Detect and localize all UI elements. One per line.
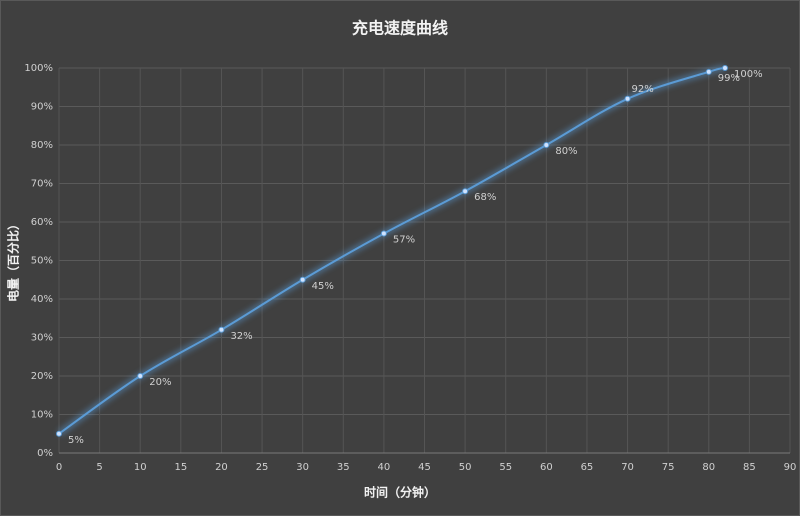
x-tick-label: 25 bbox=[256, 462, 269, 473]
x-tick-label: 20 bbox=[215, 462, 228, 473]
x-tick-label: 80 bbox=[702, 462, 715, 473]
data-label: 20% bbox=[149, 377, 171, 388]
data-label: 68% bbox=[474, 192, 496, 203]
y-tick-label: 60% bbox=[31, 217, 53, 228]
y-tick-label: 100% bbox=[24, 63, 53, 74]
data-point bbox=[543, 142, 550, 148]
data-point bbox=[380, 230, 387, 237]
data-point bbox=[56, 430, 62, 437]
line bbox=[58, 67, 726, 435]
x-tick-label: 65 bbox=[581, 462, 594, 473]
data-label: 5% bbox=[68, 435, 84, 446]
data-point bbox=[705, 68, 712, 75]
x-tick-label: 50 bbox=[459, 462, 472, 473]
data-point bbox=[137, 373, 144, 379]
data-point bbox=[218, 326, 225, 333]
data-label: 99% bbox=[718, 73, 740, 84]
x-tick-label: 0 bbox=[56, 462, 62, 473]
x-tick-label: 55 bbox=[499, 462, 512, 473]
data-label: 100% bbox=[734, 69, 763, 80]
data-point bbox=[722, 65, 729, 71]
y-tick-label: 90% bbox=[31, 102, 53, 113]
x-axis-title: 时间（分钟） bbox=[364, 485, 436, 500]
y-axis-title: 电量（百分比） bbox=[6, 218, 21, 302]
y-tick-label: 10% bbox=[31, 410, 53, 421]
x-tick-label: 60 bbox=[540, 462, 553, 473]
x-tick-label: 10 bbox=[134, 462, 147, 473]
y-tick-label: 20% bbox=[31, 371, 53, 382]
data-point bbox=[624, 95, 631, 102]
data-label: 32% bbox=[230, 331, 252, 342]
data-label: 45% bbox=[312, 281, 334, 292]
x-tick-label: 40 bbox=[378, 462, 391, 473]
y-tick-label: 30% bbox=[31, 333, 53, 344]
y-tick-label: 80% bbox=[31, 140, 53, 151]
x-tick-label: 35 bbox=[337, 462, 350, 473]
x-tick-label: 5 bbox=[96, 462, 102, 473]
data-label: 57% bbox=[393, 235, 415, 246]
x-tick-label: 70 bbox=[621, 462, 634, 473]
y-tick-label: 70% bbox=[31, 179, 53, 190]
y-tick-label: 0% bbox=[37, 448, 53, 459]
data-label: 92% bbox=[632, 84, 654, 95]
data-label: 80% bbox=[555, 146, 577, 157]
y-tick-label: 40% bbox=[31, 294, 53, 305]
data-point bbox=[462, 188, 469, 195]
y-tick-label: 50% bbox=[31, 256, 53, 267]
x-tick-label: 85 bbox=[743, 462, 756, 473]
x-tick-label: 75 bbox=[662, 462, 675, 473]
x-tick-label: 90 bbox=[784, 462, 797, 473]
x-tick-label: 30 bbox=[296, 462, 309, 473]
data-point bbox=[299, 276, 306, 283]
x-tick-label: 45 bbox=[418, 462, 431, 473]
x-tick-label: 15 bbox=[174, 462, 187, 473]
chart-title: 充电速度曲线 bbox=[352, 19, 448, 38]
